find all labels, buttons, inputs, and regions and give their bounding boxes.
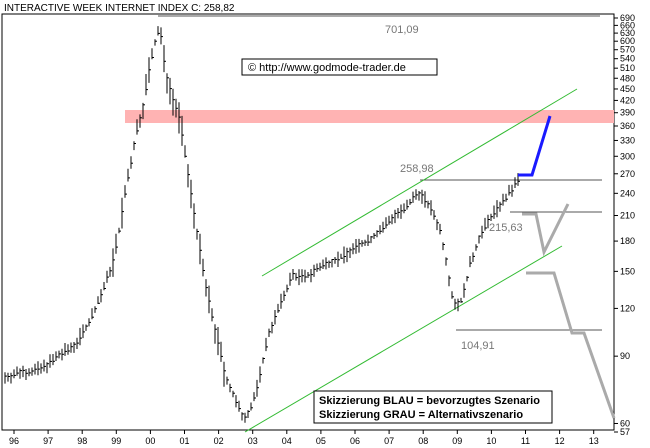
channel-lower-line (244, 245, 563, 433)
y-tick-label: 330 (620, 135, 635, 145)
annotation-215: 215,63 (489, 222, 523, 234)
gray-scenario-line-2 (526, 271, 616, 419)
x-tick-label: 12 (555, 436, 565, 446)
y-tick-label: 570 (620, 45, 635, 55)
x-tick-label: 02 (214, 436, 224, 446)
x-tick-label: 07 (384, 436, 394, 446)
x-tick-label: 08 (418, 436, 428, 446)
y-tick-label: 420 (620, 95, 635, 105)
y-tick-label: 390 (620, 108, 635, 118)
x-tick-label: 97 (43, 436, 53, 446)
y-tick-label: 120 (620, 303, 635, 313)
annotation-104: 104,91 (461, 340, 495, 352)
y-tick-label: 300 (620, 151, 635, 161)
annotation-701: 701,09 (385, 24, 419, 36)
x-tick-label: 11 (521, 436, 530, 446)
blue-scenario-line (518, 115, 552, 177)
gray-scenario-line (522, 203, 570, 257)
y-tick-label: 90 (620, 351, 630, 361)
y-tick-label: 510 (620, 63, 635, 73)
watermark: © http://www.godmode-trader.de (248, 62, 406, 74)
x-tick-label: 09 (452, 436, 462, 446)
x-axis: 96 97 98 99 00 01 02 03 04 05 06 07 08 09 10 11 12 13 (9, 430, 599, 446)
y-tick-label: 210 (620, 210, 635, 220)
y-tick-label: 450 (620, 84, 635, 94)
y-tick-label: 600 (620, 36, 635, 46)
x-tick-label: 13 (589, 436, 599, 446)
x-tick-label: 96 (9, 436, 19, 446)
y-axis: 5760901201501802102402703003303603904204… (614, 13, 635, 437)
x-tick-label: 03 (248, 436, 258, 446)
legend-box (313, 390, 553, 424)
y-tick-label: 150 (620, 266, 635, 276)
y-tick-label: 240 (620, 188, 635, 198)
channel-upper-line (261, 88, 578, 277)
y-tick-label: 57 (620, 427, 630, 437)
y-tick-label: 60 (620, 418, 630, 428)
y-tick-label: 690 (620, 13, 635, 23)
legend-blue: Skizzierung BLAU = bevorzugtes Szenario (319, 395, 540, 407)
plot-frame (1, 13, 615, 431)
chart-title: INTERACTIVE WEEK INTERNET INDEX C: 258,8… (4, 3, 235, 14)
watermark-box (241, 58, 438, 76)
x-tick-label: 06 (350, 436, 360, 446)
x-tick-label: 05 (316, 436, 326, 446)
y-tick-label: 270 (620, 169, 635, 179)
y-tick-label: 180 (620, 236, 635, 246)
y-tick-label: 630 (620, 28, 635, 38)
annotation-258: 258,98 (400, 163, 434, 175)
y-tick-label: 540 (620, 54, 635, 64)
y-tick-label: 480 (620, 73, 635, 83)
x-tick-label: 00 (145, 436, 155, 446)
y-tick-label: 660 (620, 20, 635, 30)
x-tick-label: 10 (486, 436, 496, 446)
legend-gray: Skizzierung GRAU = Alternativszenario (319, 409, 523, 421)
x-tick-label: 01 (179, 436, 189, 446)
resistance-zone (125, 110, 614, 123)
x-tick-label: 98 (77, 436, 87, 446)
x-tick-label: 99 (111, 436, 121, 446)
x-tick-label: 04 (282, 436, 292, 446)
y-tick-label: 360 (620, 121, 635, 131)
price-bars (4, 26, 520, 423)
